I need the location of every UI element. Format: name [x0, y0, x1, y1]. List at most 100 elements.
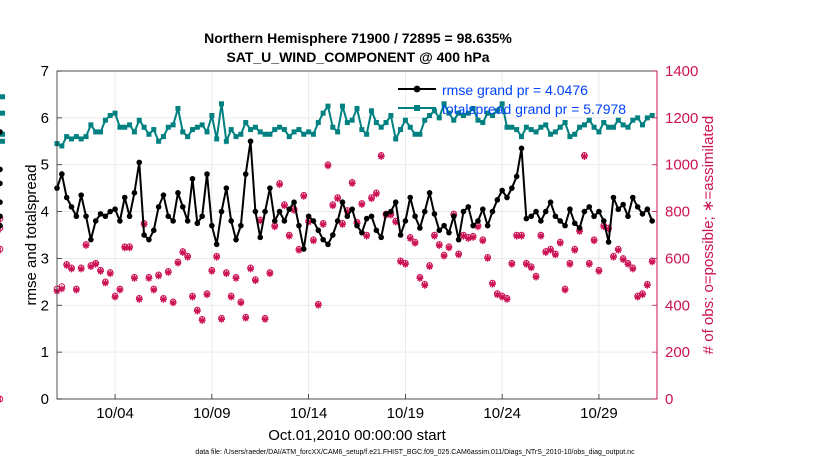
- totalspread-point: [644, 115, 650, 121]
- obs-assimilated-point: [368, 195, 375, 203]
- obs-assimilated-point: [401, 260, 409, 268]
- totalspread-point: [499, 101, 505, 107]
- totalspread-point: [533, 129, 539, 135]
- y-tick-label: 1: [41, 344, 49, 361]
- rmse-point: [533, 208, 539, 215]
- totalspread-point: [509, 124, 515, 130]
- obs-assimilated-point: [300, 192, 308, 200]
- totalspread-point: [625, 124, 631, 130]
- rmse-point: [383, 211, 389, 217]
- rmse-point: [300, 246, 307, 252]
- rmse-point: [344, 213, 351, 220]
- rmse-point: [644, 206, 651, 213]
- obs-assimilated-point: [508, 260, 516, 268]
- totalspread-point: [146, 131, 152, 137]
- y-tick-label: 4: [41, 204, 49, 221]
- chart-title: Northern Hemisphere 71900 / 72895 = 98.6…: [204, 30, 512, 46]
- totalspread-point: [586, 117, 592, 123]
- rmse-point: [155, 204, 162, 210]
- obs-assimilated-point: [339, 221, 346, 228]
- x-tick-label: 10/04: [96, 405, 134, 422]
- rmse-point: [310, 218, 317, 224]
- rmse-point: [562, 222, 568, 229]
- rmse-point: [262, 208, 268, 215]
- rmse-point: [494, 197, 501, 203]
- obs-assimilated-point: [445, 244, 453, 252]
- rmse-point: [315, 227, 322, 234]
- totalspread-point: [281, 127, 287, 133]
- totalspread-point: [136, 117, 142, 123]
- obs-assimilated-point: [160, 296, 167, 303]
- obs-assimilated-point: [271, 223, 279, 231]
- totalspread-point: [185, 134, 191, 140]
- rmse-line: [56, 141, 654, 250]
- totalspread-point: [165, 124, 171, 130]
- obs-assimilated-point: [585, 260, 593, 268]
- totalspread-point: [441, 101, 447, 107]
- obs-assimilated-point: [629, 265, 637, 273]
- totalspread-point: [127, 122, 133, 128]
- totalspread-point: [596, 129, 602, 135]
- totalspread-point: [591, 124, 597, 130]
- totalspread-point: [538, 124, 544, 130]
- rmse-point: [175, 190, 181, 196]
- totalspread-point: [69, 136, 75, 142]
- y-tick-label: 6: [41, 110, 49, 127]
- obs-assimilated-point: [324, 162, 332, 170]
- rmse-point: [581, 208, 588, 215]
- obs-assimilated-point: [484, 255, 492, 262]
- obs-assimilated-point: [610, 253, 617, 261]
- obs-assimilated-point: [566, 260, 574, 268]
- totalspread-point: [315, 120, 321, 126]
- y-axis-label: rmse and totalspread: [23, 165, 40, 306]
- obs-assimilated-point: [479, 237, 487, 245]
- totalspread-point: [59, 143, 65, 149]
- totalspread-point: [291, 129, 297, 135]
- rmse-point: [402, 218, 409, 224]
- totalspread-point: [141, 124, 147, 130]
- totalspread-point: [301, 131, 307, 137]
- totalspread-point: [73, 134, 79, 140]
- obs-assimilated-point: [639, 291, 646, 299]
- obs-assimilated-point: [198, 317, 206, 324]
- totalspread-point: [194, 124, 200, 130]
- rmse-point: [509, 185, 515, 191]
- rmse-point: [378, 234, 384, 241]
- totalspread-point: [412, 131, 418, 137]
- rmse-point: [504, 194, 510, 201]
- totalspread-point: [199, 122, 205, 128]
- obs-assimilated-point: [131, 274, 138, 282]
- grid: [57, 70, 657, 400]
- obs-assimilated-point: [276, 181, 283, 189]
- rmse-point: [373, 227, 380, 234]
- obs-assimilated-point: [595, 267, 603, 275]
- totalspread-point: [649, 113, 655, 119]
- obs-assimilated-point: [295, 246, 303, 254]
- totalspread-point: [0, 94, 5, 100]
- totalspread-point: [523, 124, 529, 130]
- rmse-point: [0, 199, 3, 205]
- obs-assimilated-point: [92, 260, 100, 268]
- totalspread-point: [339, 103, 345, 109]
- legend-spread-marker: [414, 105, 420, 111]
- y-tick-label: 5: [41, 157, 49, 174]
- obs-assimilated-point: [189, 293, 196, 301]
- data-file-footnote: data file: /Users/raeder/DAI/ATM_forcXX/…: [195, 449, 635, 456]
- rmse-point: [63, 194, 70, 201]
- rmse-point: [0, 129, 3, 135]
- obs-assimilated-point: [106, 270, 114, 278]
- axes: 0 1 2 3 4 5 6 7 0 200 400 600 800 1000 1200 1400 10/04 10…: [41, 63, 699, 422]
- rmse-point: [150, 227, 157, 234]
- rmse-point: [441, 222, 447, 229]
- obs-assimilated-point: [464, 235, 472, 242]
- totalspread-point: [151, 127, 157, 133]
- obs-assimilated-point: [222, 270, 230, 278]
- rmse-point: [73, 213, 80, 220]
- obs-assimilated-point: [63, 262, 71, 269]
- rmse-point: [339, 199, 346, 205]
- obs-assimilated-point: [522, 260, 530, 268]
- obs-assimilated-point: [397, 258, 404, 266]
- totalspread-point: [562, 120, 568, 126]
- rmse-point: [305, 213, 312, 220]
